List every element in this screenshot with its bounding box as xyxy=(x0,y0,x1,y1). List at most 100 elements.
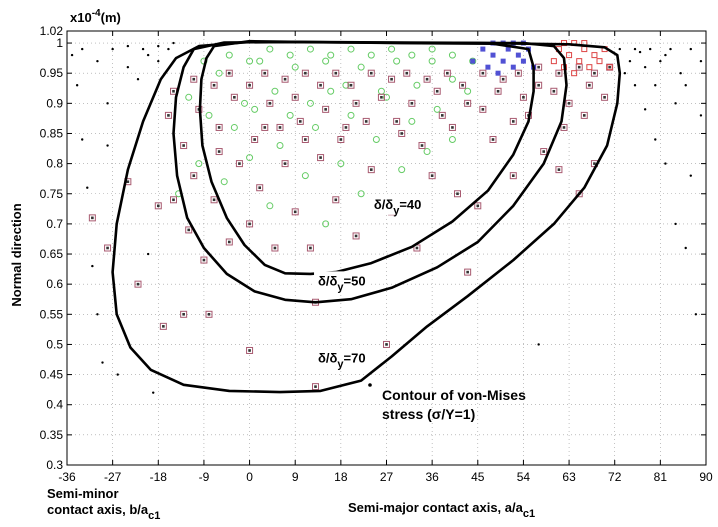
y-tick-label: 0.65 xyxy=(40,247,64,261)
square-point-center xyxy=(593,71,596,75)
square-point-center xyxy=(415,246,419,250)
square-point-center xyxy=(136,282,140,286)
dot-point xyxy=(126,44,130,48)
x-tick-label: -36 xyxy=(58,470,76,484)
square-point-center xyxy=(304,71,307,75)
square-point-center xyxy=(364,120,368,123)
square-point-center xyxy=(162,325,165,328)
circle-point xyxy=(322,220,330,228)
square-point xyxy=(383,340,390,348)
square-point xyxy=(291,93,299,101)
square-point xyxy=(464,99,472,107)
square-point xyxy=(205,310,213,318)
circle-point xyxy=(312,123,319,131)
dot-point xyxy=(116,373,119,376)
square-point xyxy=(296,117,304,125)
square-point-center xyxy=(481,71,485,75)
x-tick-label: -27 xyxy=(104,470,122,484)
circle-point xyxy=(266,202,274,210)
dot-point xyxy=(70,53,74,57)
square-point-center xyxy=(217,126,221,129)
legend-text-line2: stress (σ/Y=1) xyxy=(382,406,475,422)
square-point xyxy=(418,142,426,150)
square-point-center xyxy=(446,71,449,75)
square-point xyxy=(489,136,497,143)
square-point-center xyxy=(537,83,540,87)
square-point xyxy=(225,238,233,246)
square-point-center xyxy=(552,89,556,93)
square-point xyxy=(190,75,198,83)
dot-point xyxy=(699,114,703,117)
x-tick-label: 27 xyxy=(380,470,394,484)
circle-point xyxy=(195,160,203,168)
circle-point xyxy=(286,51,294,59)
square-point xyxy=(393,117,401,125)
x-axis-title-left-line1: Semi-minor xyxy=(47,486,119,501)
dot-point xyxy=(654,84,657,87)
square-point xyxy=(301,69,309,77)
circle-point xyxy=(372,136,380,143)
dot-point xyxy=(684,84,687,87)
square-point xyxy=(362,117,370,125)
square-point xyxy=(154,202,162,210)
square-point xyxy=(291,208,299,216)
square-point xyxy=(367,69,375,77)
square-point-center xyxy=(172,198,175,202)
square-point xyxy=(170,196,177,204)
square-point-center xyxy=(248,222,251,226)
square-point xyxy=(230,93,238,101)
square-point xyxy=(352,99,360,107)
legend: Contour of von-Mises stress (σ/Y=1) xyxy=(368,383,526,422)
square-point-center xyxy=(456,192,459,196)
square-point-center xyxy=(577,65,581,69)
dot-point xyxy=(111,47,114,51)
square-point-center xyxy=(324,108,327,111)
square-point-center xyxy=(248,83,251,87)
square-point xyxy=(474,202,482,210)
circle-point xyxy=(327,51,335,59)
square-point-center xyxy=(212,83,216,87)
square-point xyxy=(332,69,340,77)
circle-point xyxy=(251,105,259,113)
square-point-center xyxy=(517,71,520,75)
square-point xyxy=(347,81,355,89)
dot-point xyxy=(633,84,637,87)
contour-label-bg xyxy=(314,348,370,369)
circle-point xyxy=(398,166,406,174)
square-point xyxy=(281,160,289,168)
square-point-center xyxy=(238,162,241,165)
square-point xyxy=(459,81,467,89)
square-point xyxy=(235,160,243,168)
blue-point xyxy=(495,70,501,76)
square-point xyxy=(134,280,142,288)
y-tick-label: 0.95 xyxy=(40,66,64,80)
square-point-center xyxy=(420,144,424,147)
square-point-center xyxy=(354,102,358,105)
circle-point xyxy=(291,63,299,71)
dot-point xyxy=(659,59,662,63)
circle-point xyxy=(433,105,441,113)
circle-point xyxy=(301,172,309,180)
x-axis-title-left-line2: contact axis, b/ac1 xyxy=(47,502,160,522)
square-point-center xyxy=(202,258,206,262)
y-tick-label: 0.6 xyxy=(46,277,63,291)
square-point-center xyxy=(293,210,297,214)
circle-point xyxy=(327,87,335,95)
circle-point xyxy=(286,111,294,119)
circle-point xyxy=(215,69,223,77)
square-point-center xyxy=(400,132,404,135)
square-point xyxy=(590,69,598,77)
x-axis-title-right: Semi-major contact axis, a/ac1 xyxy=(348,500,535,520)
contour-label-bg xyxy=(314,271,370,292)
square-point xyxy=(332,196,340,204)
circle-point xyxy=(220,178,228,186)
circle-point xyxy=(388,45,396,53)
legend-text-line1: Contour of von-Mises xyxy=(382,387,526,403)
square-point-center xyxy=(496,89,500,93)
square-point-center xyxy=(593,162,596,165)
square-point-center xyxy=(440,114,444,117)
circle-point xyxy=(428,57,436,65)
square-point xyxy=(246,220,254,228)
circle-point xyxy=(464,87,472,95)
